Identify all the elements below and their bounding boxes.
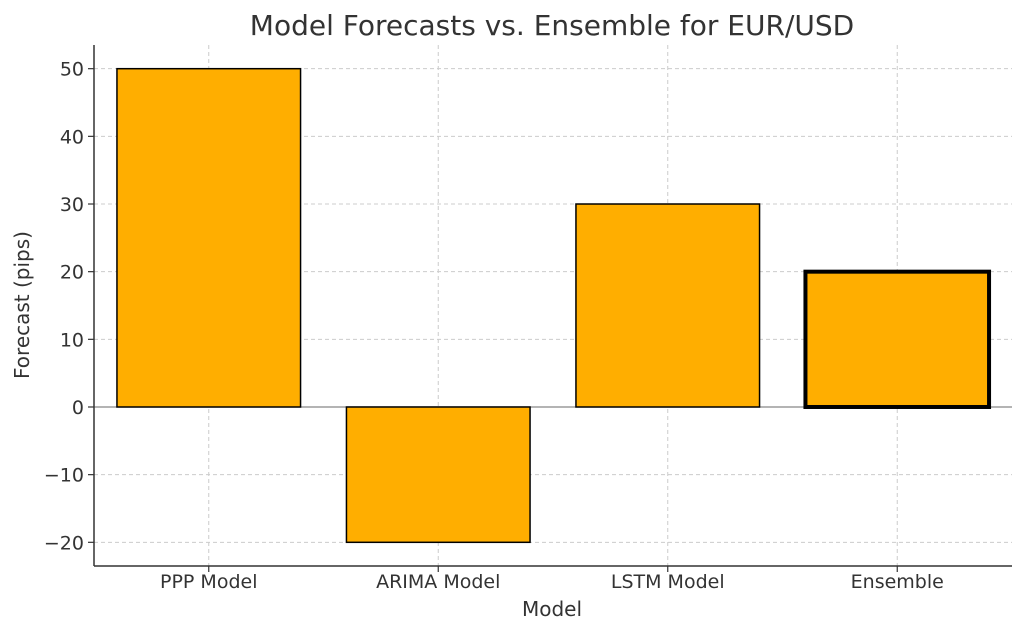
chart-title: Model Forecasts vs. Ensemble for EUR/USD — [250, 9, 854, 42]
bar — [575, 203, 761, 408]
x-tick-label: ARIMA Model — [376, 571, 500, 593]
y-tick-label: 30 — [60, 194, 84, 216]
bar — [116, 67, 302, 408]
x-tick-label: Ensemble — [851, 571, 944, 593]
y-tick-label: 20 — [60, 262, 84, 284]
y-tick-label: −10 — [44, 465, 84, 487]
y-tick-label: 50 — [60, 59, 84, 81]
bars — [116, 67, 992, 544]
bar — [345, 406, 531, 544]
y-tick-label: 10 — [60, 329, 84, 351]
x-ticks: PPP Model ARIMA Model LSTM Model Ensemble — [160, 566, 944, 593]
x-tick-label: PPP Model — [160, 571, 257, 593]
y-tick-label: 0 — [72, 397, 84, 419]
y-tick-label: 40 — [60, 126, 84, 148]
bar — [803, 269, 992, 409]
y-axis-label: Forecast (pips) — [10, 231, 34, 379]
x-tick-label: LSTM Model — [611, 571, 725, 593]
axes — [93, 45, 1012, 567]
y-ticks: 50 40 30 20 10 0 −10 −20 — [44, 59, 94, 554]
x-axis-label: Model — [522, 597, 582, 621]
y-tick-label: −20 — [44, 532, 84, 554]
